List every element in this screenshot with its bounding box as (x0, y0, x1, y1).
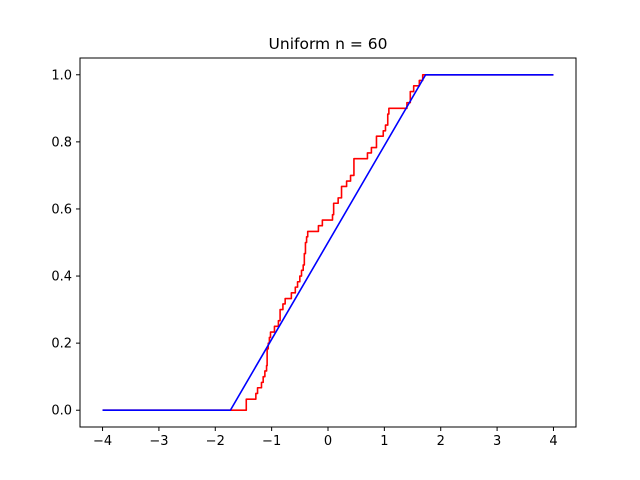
y-tick-label: 0.0 (51, 404, 72, 419)
series-line-2 (102, 73, 554, 412)
y-tick-label: 0.2 (51, 337, 72, 352)
chart-title: Uniform n = 60 (269, 35, 388, 53)
x-tick-label: −4 (93, 434, 112, 449)
x-tick-label: 4 (549, 434, 557, 449)
series-line-1 (102, 73, 554, 412)
plot-lines (102, 73, 554, 412)
x-tick-label: −2 (206, 434, 225, 449)
y-axis: 0.0 0.2 0.4 0.6 0.8 1.0 (51, 68, 80, 419)
x-tick-label: −3 (149, 434, 168, 449)
x-tick-label: −1 (262, 434, 281, 449)
x-tick-label: 0 (324, 434, 332, 449)
y-tick-label: 0.8 (51, 135, 72, 150)
x-tick-label: 3 (493, 434, 501, 449)
x-axis: −4 −3 −2 −1 0 1 2 3 4 (93, 427, 558, 449)
x-tick-label: 1 (380, 434, 388, 449)
x-tick-label: 2 (437, 434, 445, 449)
y-tick-label: 1.0 (51, 68, 72, 83)
y-tick-label: 0.4 (51, 270, 72, 285)
y-tick-label: 0.6 (51, 202, 72, 217)
